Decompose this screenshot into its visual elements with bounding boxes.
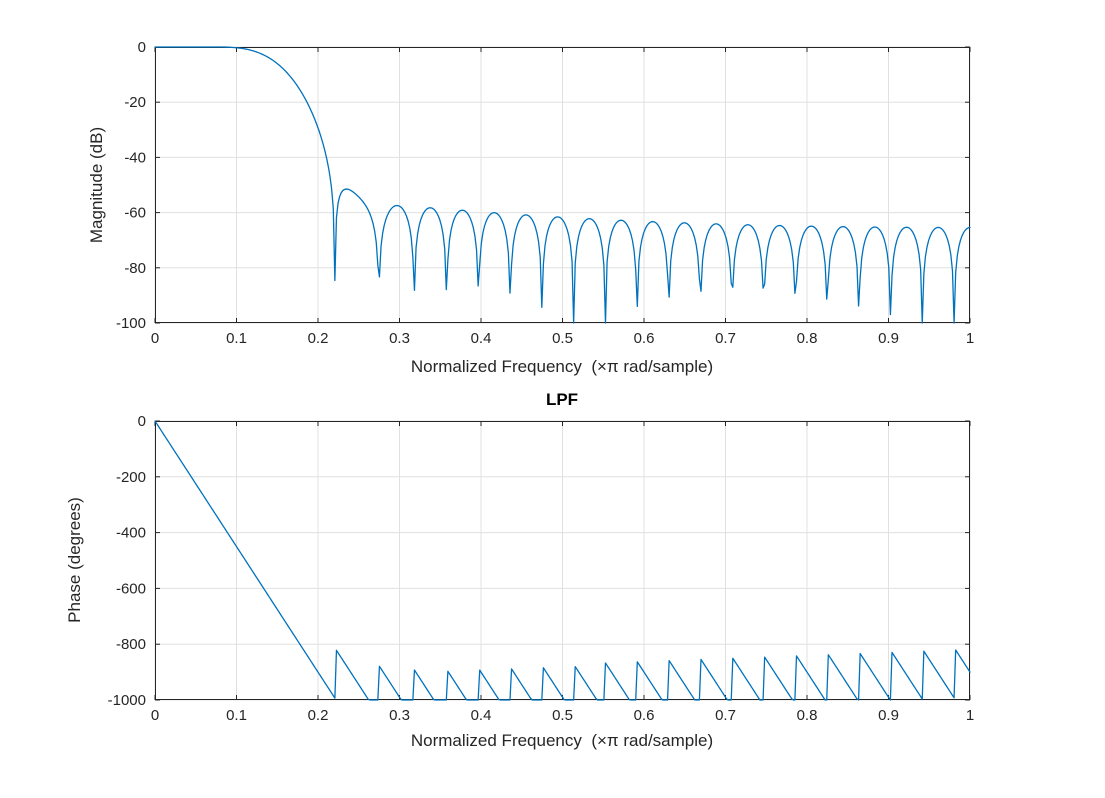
x-tick-label: 1 — [966, 707, 974, 724]
y-tick-label: -60 — [124, 205, 146, 222]
y-tick-label: -200 — [116, 469, 146, 486]
x-tick-label: 0.8 — [797, 707, 818, 724]
x-tick-label: 0.4 — [471, 330, 492, 347]
y-tick-label: 0 — [138, 413, 146, 430]
x-tick-label: 0.1 — [226, 330, 247, 347]
magnitude-curve — [154, 46, 971, 324]
magnitude-xlabel: Normalized Frequency (×π rad/sample) — [410, 357, 714, 376]
x-tick-label: 0.5 — [552, 330, 573, 347]
x-tick-label: 0.5 — [552, 707, 573, 724]
x-tick-label: 0 — [151, 707, 159, 724]
y-tick-label: 0 — [138, 39, 146, 56]
y-tick-label: -1000 — [108, 692, 146, 709]
y-tick-label: -800 — [116, 636, 146, 653]
x-tick-label: 0.4 — [471, 707, 492, 724]
x-tick-label: 0.1 — [226, 707, 247, 724]
x-tick-label: 0.6 — [634, 330, 655, 347]
x-tick-label: 0.7 — [715, 707, 736, 724]
x-tick-label: 0.2 — [308, 330, 329, 347]
x-tick-label: 1 — [966, 330, 974, 347]
y-tick-label: -600 — [116, 580, 146, 597]
x-tick-label: 0.6 — [634, 707, 655, 724]
x-tick-label: 0.9 — [878, 707, 899, 724]
phase-xlabel: Normalized Frequency (×π rad/sample) — [410, 731, 714, 750]
y-tick-label: -20 — [124, 94, 146, 111]
grid-lines — [154, 46, 971, 324]
tick-labels: 0 0.1 0.2 0.3 0.4 0.5 0.6 0.7 0.8 0.9 1 -1000 -800 -6… — [108, 413, 975, 724]
x-tick-label: 0.2 — [308, 707, 329, 724]
x-tick-label: 0.7 — [715, 330, 736, 347]
x-tick-label: 0.9 — [878, 330, 899, 347]
y-tick-label: -40 — [124, 149, 146, 166]
phase-plot-title: LPF — [545, 390, 579, 409]
x-tick-label: 0.3 — [389, 330, 410, 347]
x-tick-label: 0 — [151, 330, 159, 347]
x-tick-label: 0.8 — [797, 330, 818, 347]
phase-plot: 0 0.1 0.2 0.3 0.4 0.5 0.6 0.7 0.8 0.9 1 -1000 -800 -6… — [108, 413, 975, 724]
grid-lines — [154, 420, 971, 701]
magnitude-plot: 0 0.1 0.2 0.3 0.4 0.5 0.6 0.7 0.8 0.9 1 -100 -80 -60 -… — [116, 39, 974, 347]
phase-ylabel: Phase (degrees) — [65, 497, 84, 623]
magnitude-ylabel: Magnitude (dB) — [87, 126, 106, 244]
tick-labels: 0 0.1 0.2 0.3 0.4 0.5 0.6 0.7 0.8 0.9 1 -100 -80 -60 -… — [116, 39, 974, 347]
y-tick-label: -80 — [124, 260, 146, 277]
tick-marks — [154, 420, 971, 701]
y-tick-label: -400 — [116, 525, 146, 542]
x-tick-label: 0.3 — [389, 707, 410, 724]
y-tick-label: -100 — [116, 315, 146, 332]
phase-curve — [154, 420, 971, 701]
